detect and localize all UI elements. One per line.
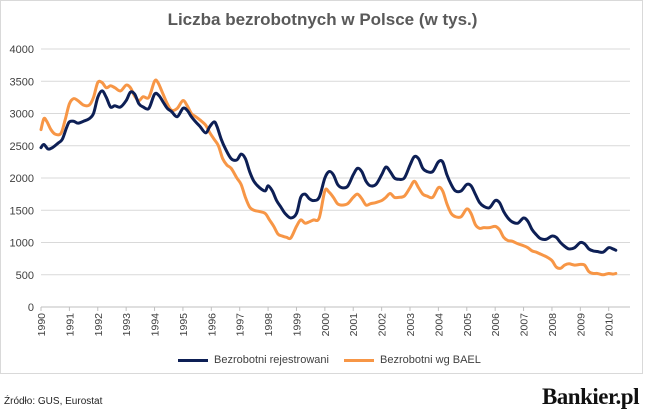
y-tick-label: 2500: [10, 141, 34, 153]
x-tick-label: 2010: [604, 313, 616, 337]
x-tick-label: 2001: [348, 313, 360, 337]
x-tick-label: 1990: [36, 313, 48, 337]
y-tick-label: 3500: [10, 76, 34, 88]
x-tick-label: 2007: [519, 313, 531, 337]
legend-item-registered: Bezrobotni rejestrowani: [178, 354, 329, 366]
x-tick-label: 2008: [547, 313, 559, 337]
y-tick-label: 2000: [10, 173, 34, 185]
x-tick-label: 2003: [405, 313, 417, 337]
x-tick-label: 1993: [121, 313, 133, 337]
x-tick-label: 2002: [377, 313, 389, 337]
x-tick-label: 2000: [320, 313, 332, 337]
series-line-registered: [39, 89, 618, 254]
y-tick-label: 3000: [10, 109, 34, 121]
x-tick-label: 1995: [178, 313, 190, 337]
y-tick-label: 500: [16, 270, 34, 282]
x-tick-label: 1998: [263, 313, 275, 337]
x-tick-label: 1997: [235, 313, 247, 337]
legend-item-bael: Bezrobotni wg BAEL: [344, 354, 481, 366]
x-tick-label: 2009: [575, 313, 587, 337]
x-tick-label: 2004: [433, 313, 445, 337]
x-tick-label: 2006: [490, 313, 502, 337]
x-tick-label: 1994: [150, 313, 162, 337]
legend-swatch-bael: [344, 358, 374, 362]
legend-label-registered: Bezrobotni rejestrowani: [214, 354, 329, 366]
source-note: Źródło: GUS, Eurostat: [4, 396, 103, 407]
x-tick-label: 1992: [93, 313, 105, 337]
series-lines: [39, 78, 618, 277]
x-tick-label: 2005: [462, 313, 474, 337]
y-tick-label: 4000: [10, 44, 34, 56]
legend-label-bael: Bezrobotni wg BAEL: [380, 354, 481, 366]
y-tick-label: 1000: [10, 238, 34, 250]
y-tick-label: 0: [28, 302, 34, 314]
chart-title: Liczba bezrobotnych w Polsce (w tys.): [167, 10, 478, 29]
legend-swatch-registered: [178, 358, 208, 362]
y-tick-label: 1500: [10, 205, 34, 217]
series-line-bael: [39, 78, 618, 277]
legend: Bezrobotni rejestrowani Bezrobotni wg BA…: [0, 354, 645, 368]
gridlines: [40, 48, 630, 311]
x-axis-tick-labels: 1990 1991 1992 1993 1994 1995 1996 1997 1998 1999…: [36, 313, 616, 337]
brand-logo: Bankier.pl: [541, 384, 640, 409]
x-tick-label: 1991: [64, 313, 76, 337]
x-tick-label: 1999: [291, 313, 303, 337]
y-axis-tick-labels: 0 500 1000 1500 2000 2500 3000 3500 4000: [10, 44, 34, 314]
x-tick-label: 1996: [206, 313, 218, 337]
